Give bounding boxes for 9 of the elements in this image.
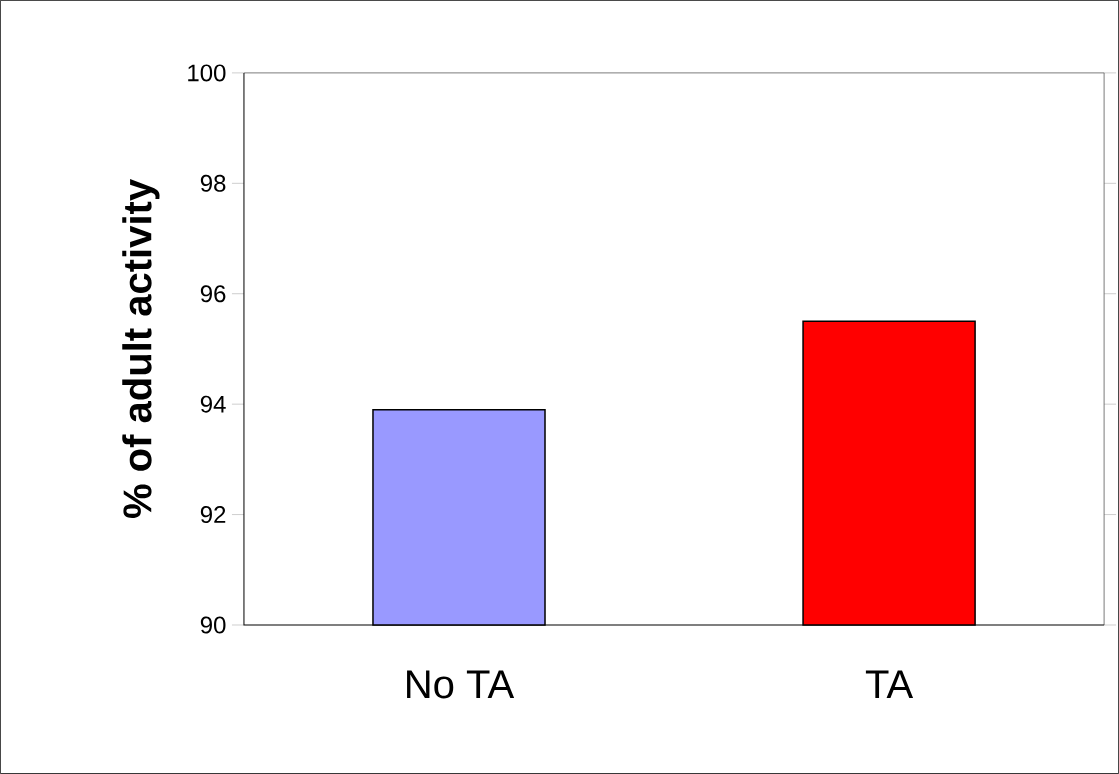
y-tick-label: 92: [200, 506, 226, 524]
y-tick-label: 98: [200, 174, 226, 192]
x-tick-label: TA: [865, 670, 914, 699]
x-tick-label: No TA: [407, 670, 515, 699]
y-tick-label: 96: [200, 285, 226, 303]
y-tick-label: 94: [200, 395, 226, 413]
y-axis-title: % of adult activity: [122, 179, 160, 519]
y-tick-label: 100: [188, 64, 226, 82]
y-tick-label: 90: [200, 616, 226, 634]
